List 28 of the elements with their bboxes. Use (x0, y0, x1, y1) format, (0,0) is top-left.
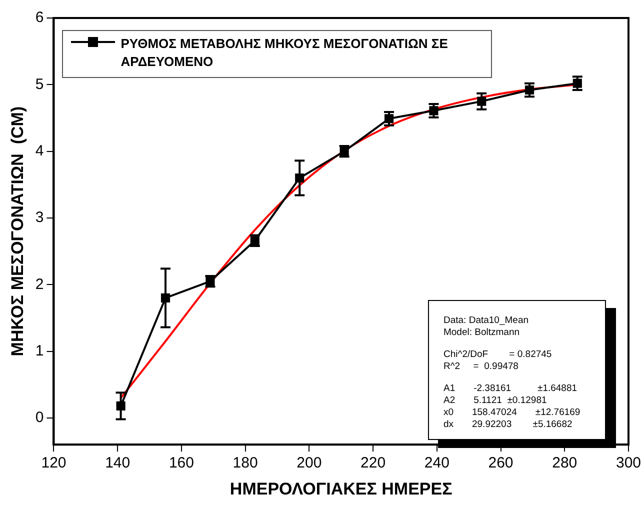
annotation: A2 5.1121 ±0.12981 (443, 394, 548, 407)
x-tick-label: 240 (424, 454, 450, 472)
y-tick-label: 1 (35, 342, 44, 360)
y-tick-label: 5 (35, 76, 44, 93)
annotation: Model: Boltzmann (443, 326, 521, 339)
y-tick-label: 2 (35, 276, 44, 293)
x-tick-label: 200 (296, 454, 322, 472)
x-tick-label: 120 (41, 454, 66, 472)
y-tick-label: 4 (35, 142, 44, 160)
legend-label: ΡΥΘΜΟΣ ΜΕΤΑΒΟΛΗΣ ΜΗΚΟΥΣ ΜΕΣΟΓΟΝΑΤΙΩΝ ΣΕ ΑΡΔΕΥΟΜΕΝΟ (120, 35, 449, 71)
x-tick-label: 140 (105, 454, 130, 472)
y-tick-label: 3 (35, 209, 44, 226)
x-tick-label: 220 (360, 454, 386, 472)
annotation: Chi^2/DoF = 0.82745 (443, 348, 553, 361)
y-tick-label: 6 (35, 9, 44, 26)
x-tick-label: 180 (232, 454, 258, 472)
annotation: R^2 = 0.99478 (443, 360, 520, 373)
annotation: dx 29.92203 ±5.16682 (443, 418, 574, 431)
x-tick-label: 300 (616, 454, 641, 472)
x-axis-title: ΗΜΕΡΟΛΟΓΙΑΚΕΣ ΗΜΕΡΕΣ (230, 479, 452, 498)
x-tick-label: 260 (488, 454, 514, 472)
x-tick-label: 160 (168, 454, 194, 472)
x-tick-label: 280 (552, 454, 578, 472)
annotation: Data: Data10_Mean (443, 314, 530, 327)
annotation: A1 -2.38161 ±1.64881 (443, 382, 578, 395)
y-axis-title: ΜΗΚΟΣ ΜΕΣΟΓΟΝΑΤΙΩΝ (CM) (8, 106, 27, 356)
annotation: x0 158.47024 ±12.76169 (443, 406, 582, 419)
y-tick-label: 0 (35, 409, 44, 426)
